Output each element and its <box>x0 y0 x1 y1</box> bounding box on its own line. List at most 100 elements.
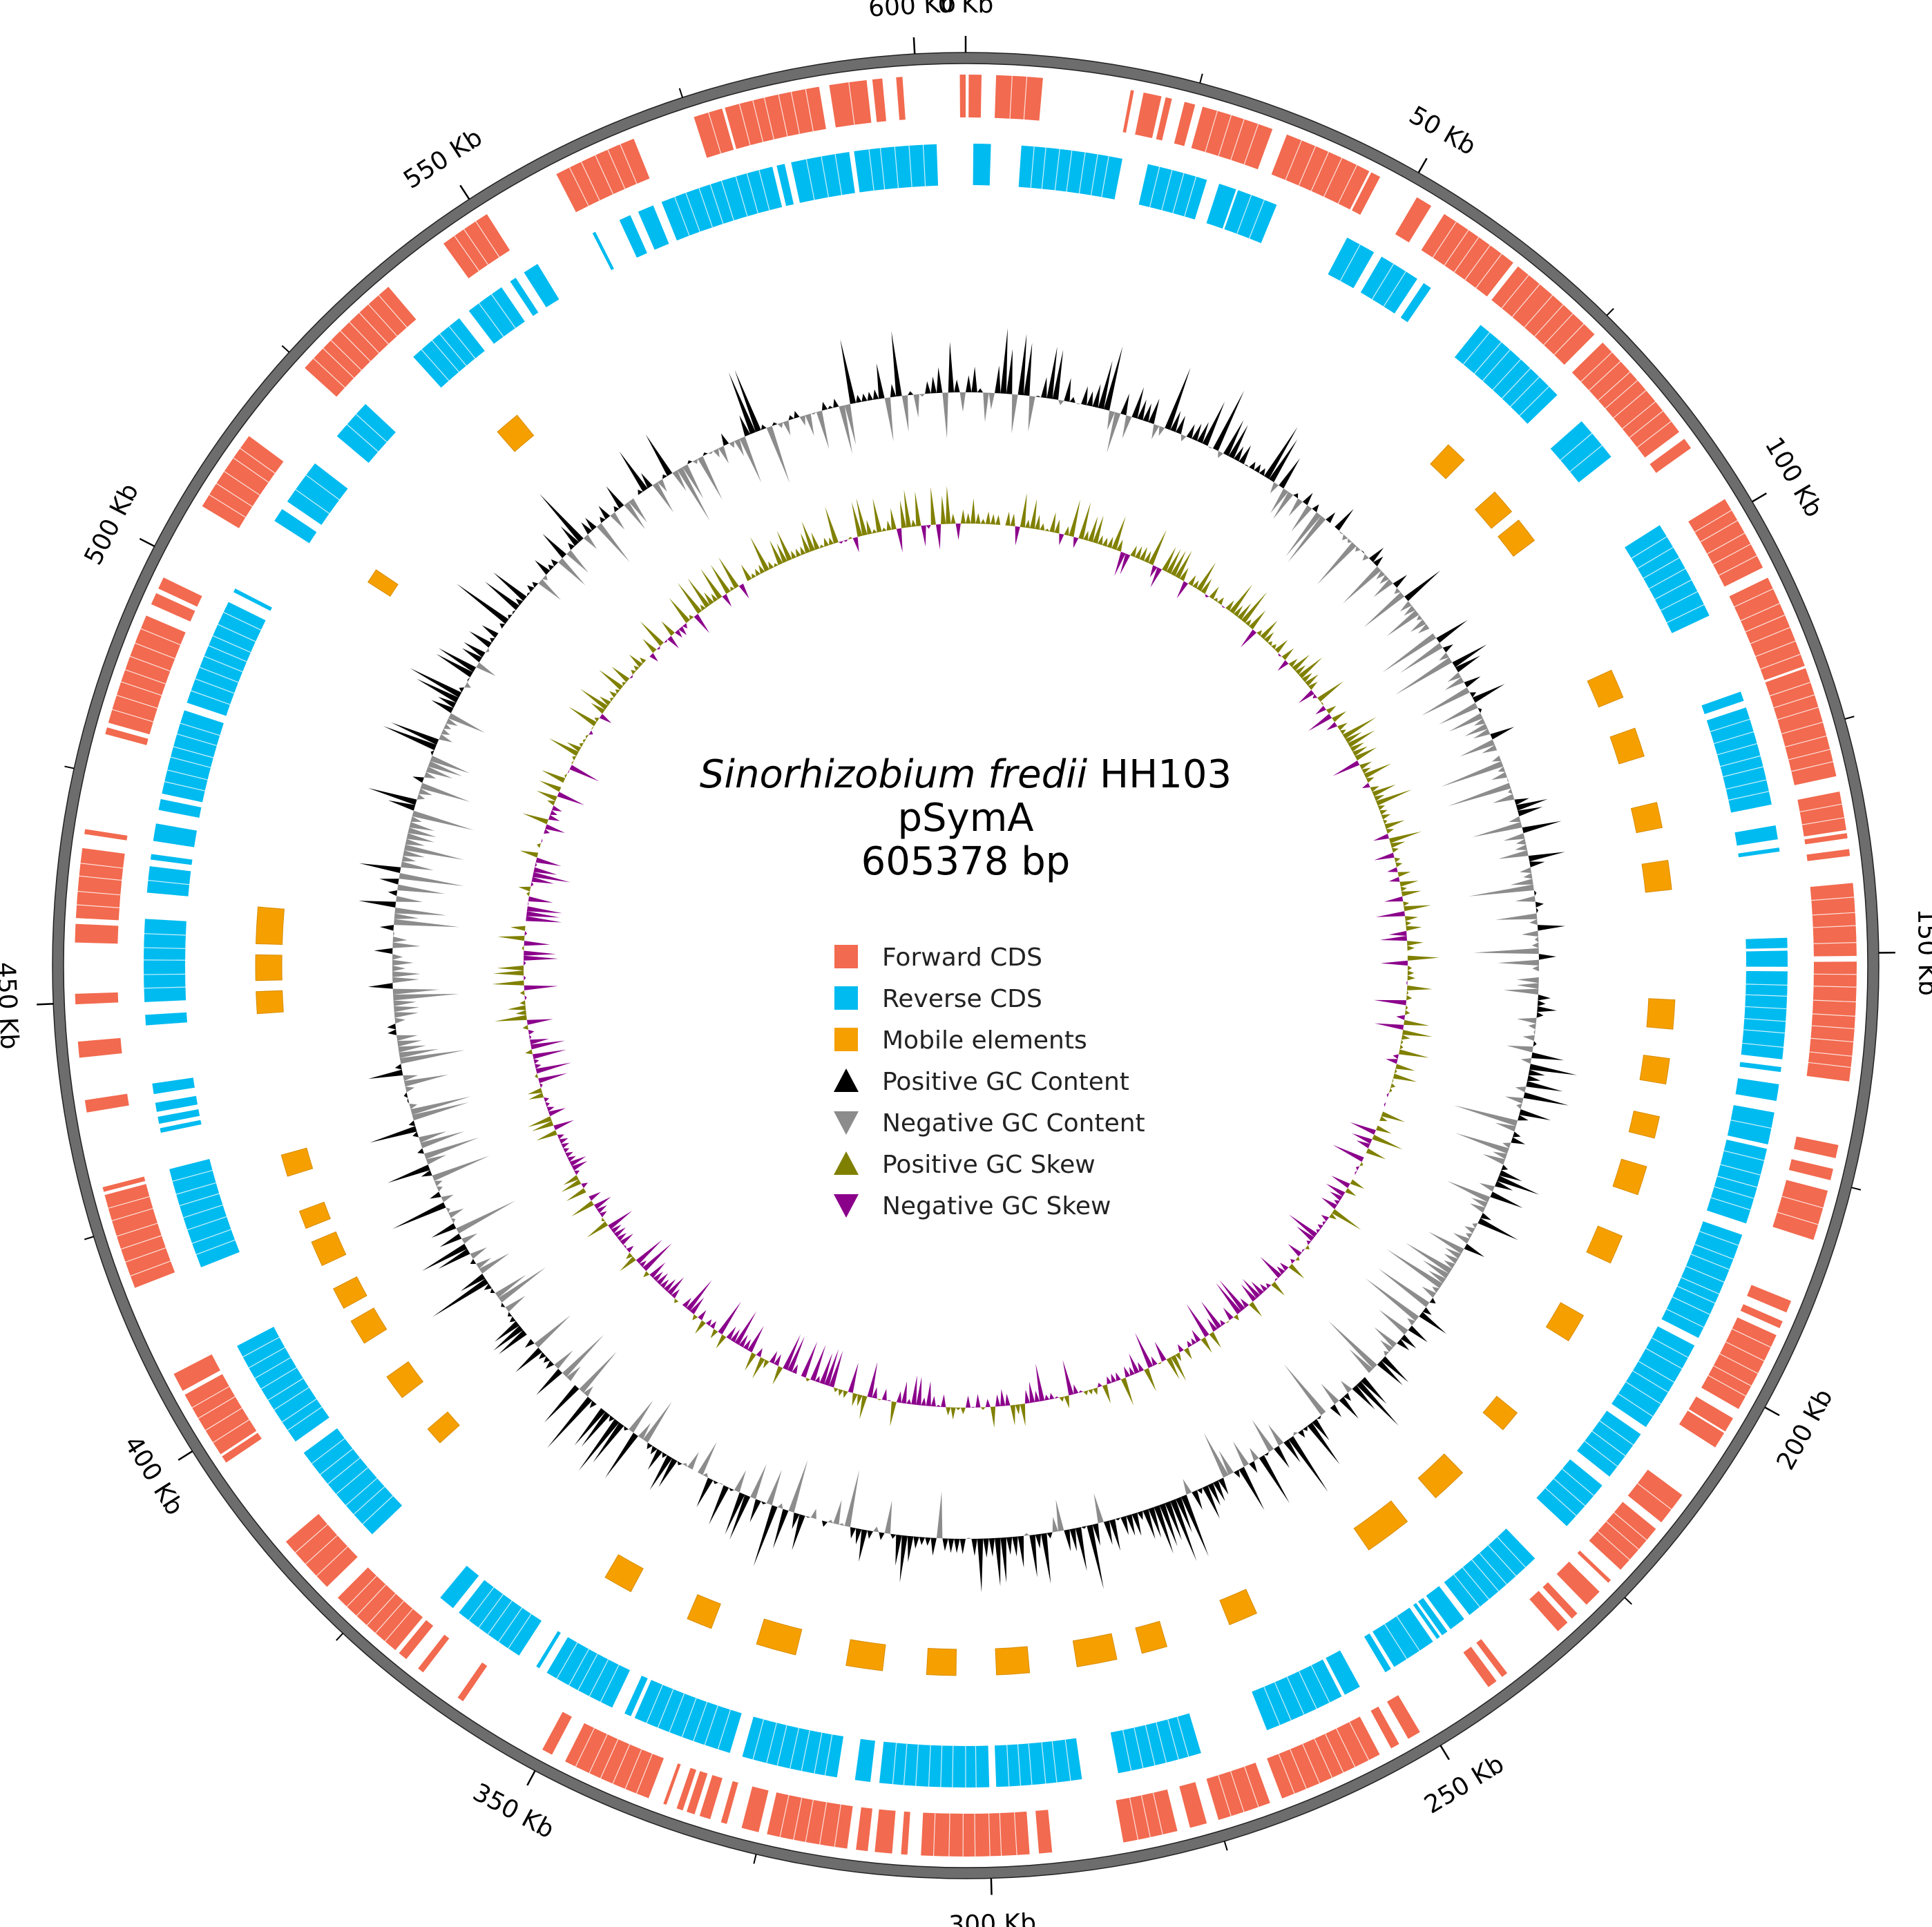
tick-mark <box>526 1770 536 1786</box>
gc-content-negative <box>403 1075 419 1082</box>
gc-skew-negative <box>1111 1373 1117 1383</box>
gc-content-negative <box>432 1156 490 1181</box>
gc-skew-positive <box>1054 519 1060 534</box>
reverse-cds-block-boundary <box>1638 1361 1675 1383</box>
gc-skew-negative <box>1029 1381 1035 1403</box>
gc-content-positive <box>1472 684 1505 703</box>
gc-skew-negative <box>941 1394 946 1408</box>
forward-cds-block <box>1810 883 1857 957</box>
gc-content-positive <box>515 598 524 606</box>
gc-skew-positive <box>985 511 991 525</box>
gc-content-negative <box>464 682 471 688</box>
forward-cds-block <box>1772 1180 1828 1240</box>
gc-skew-negative <box>1350 1122 1376 1135</box>
gc-skew-positive <box>1329 1213 1337 1220</box>
gc-content-negative <box>470 1247 487 1259</box>
gc-skew-positive <box>1372 784 1396 797</box>
gc-skew-positive <box>1263 632 1274 643</box>
gc-skew-negative <box>682 1297 692 1308</box>
gc-skew-positive <box>566 742 582 752</box>
gc-skew-positive <box>692 1314 698 1321</box>
gc-skew-positive <box>687 578 710 608</box>
gc-content-negative <box>1469 884 1534 897</box>
tick-mark <box>1440 1745 1450 1761</box>
minor-tick-mark <box>1851 1187 1862 1191</box>
forward-cds-block-boundary <box>1781 721 1824 735</box>
gc-content-positive <box>788 415 794 421</box>
forward-cds-block <box>1491 266 1595 365</box>
forward-cds-block <box>104 1184 175 1288</box>
gc-content-negative <box>884 1500 892 1534</box>
reverse-cds-block-boundary <box>1649 568 1686 589</box>
forward-cds-block-boundary <box>778 94 788 137</box>
gc-content-positive <box>1356 1381 1399 1426</box>
gc-skew-positive <box>1271 1281 1285 1296</box>
reverse-cds-block-boundary <box>1654 579 1692 600</box>
gc-content-negative <box>1058 399 1064 405</box>
gc-content-negative <box>479 1253 510 1274</box>
forward-cds-block-boundary <box>356 1584 387 1616</box>
gc-content-positive <box>728 372 756 434</box>
reverse-cds-block-boundary <box>1462 1566 1490 1600</box>
gc-skew-negative <box>626 1245 634 1253</box>
forward-cds-block-boundary <box>313 358 345 388</box>
gc-skew-negative <box>1151 1356 1158 1366</box>
gc-skew-positive <box>1035 515 1040 530</box>
reverse-cds-block-boundary <box>805 159 815 200</box>
gc-skew-positive <box>1391 847 1399 853</box>
reverse-cds-block-boundary <box>1743 1029 1786 1034</box>
mobile-element-block <box>1417 1453 1464 1499</box>
tick-label: 150 Kb <box>1912 908 1932 996</box>
gc-content-positive <box>891 331 902 397</box>
gc-content-negative <box>810 1508 816 1519</box>
gc-content-positive <box>481 625 499 638</box>
gc-content-positive <box>609 1415 615 1422</box>
reverse-cds-block-boundary <box>1553 1478 1586 1506</box>
gc-skew-positive <box>1379 1116 1388 1122</box>
gc-skew-positive <box>755 568 761 577</box>
gc-content-positive <box>1120 1515 1129 1535</box>
gc-skew-positive <box>586 734 589 739</box>
gc-content-positive <box>1228 425 1248 459</box>
mobile-element-block <box>350 1307 388 1344</box>
mobile-element-block <box>298 1201 331 1229</box>
gc-skew-negative <box>569 765 600 782</box>
reverse-cds-block-boundary <box>274 1387 309 1410</box>
forward-cds-block-boundary <box>1725 1341 1765 1361</box>
gc-content-positive <box>394 1064 402 1070</box>
gc-skew-positive <box>1005 511 1011 526</box>
gc-content-positive <box>1259 468 1265 477</box>
gc-skew-negative <box>567 1156 576 1162</box>
gc-skew-negative <box>1177 1344 1184 1353</box>
gc-skew-negative <box>539 1083 543 1089</box>
gc-skew-negative <box>916 1377 922 1406</box>
reverse-cds-block-boundary <box>254 1356 291 1379</box>
gc-skew-positive <box>591 702 606 714</box>
forward-cds-block <box>1174 102 1196 146</box>
gc-content-positive <box>1098 361 1113 410</box>
gc-content-positive <box>1069 1528 1077 1552</box>
gc-content-positive <box>525 1339 535 1348</box>
gc-skew-negative <box>810 1344 826 1381</box>
reverse-cds-block-boundary <box>144 933 186 936</box>
gc-content-negative <box>959 392 966 412</box>
reverse-cds-block-boundary <box>1599 1420 1634 1446</box>
reverse-cds-block <box>1661 1221 1743 1339</box>
gc-skew-negative <box>544 829 550 834</box>
gc-content-positive <box>856 394 862 403</box>
gc-skew-positive <box>515 1010 527 1015</box>
gc-content-negative <box>1268 1424 1284 1446</box>
gc-content-negative <box>697 456 723 500</box>
gc-content-negative <box>461 1233 478 1244</box>
forward-cds-block <box>720 1781 738 1824</box>
gc-content-positive <box>388 1164 430 1183</box>
gc-skew-positive <box>872 498 882 533</box>
gc-skew-positive <box>1406 941 1424 946</box>
forward-cds-block-boundary <box>1511 284 1540 318</box>
gc-skew-positive <box>811 532 820 550</box>
gc-content-negative <box>393 1000 417 1006</box>
gc-skew-positive <box>527 1088 543 1095</box>
gc-content-negative <box>405 1086 415 1093</box>
gc-skew-positive <box>877 1398 882 1401</box>
gc-content-positive <box>908 1535 914 1562</box>
